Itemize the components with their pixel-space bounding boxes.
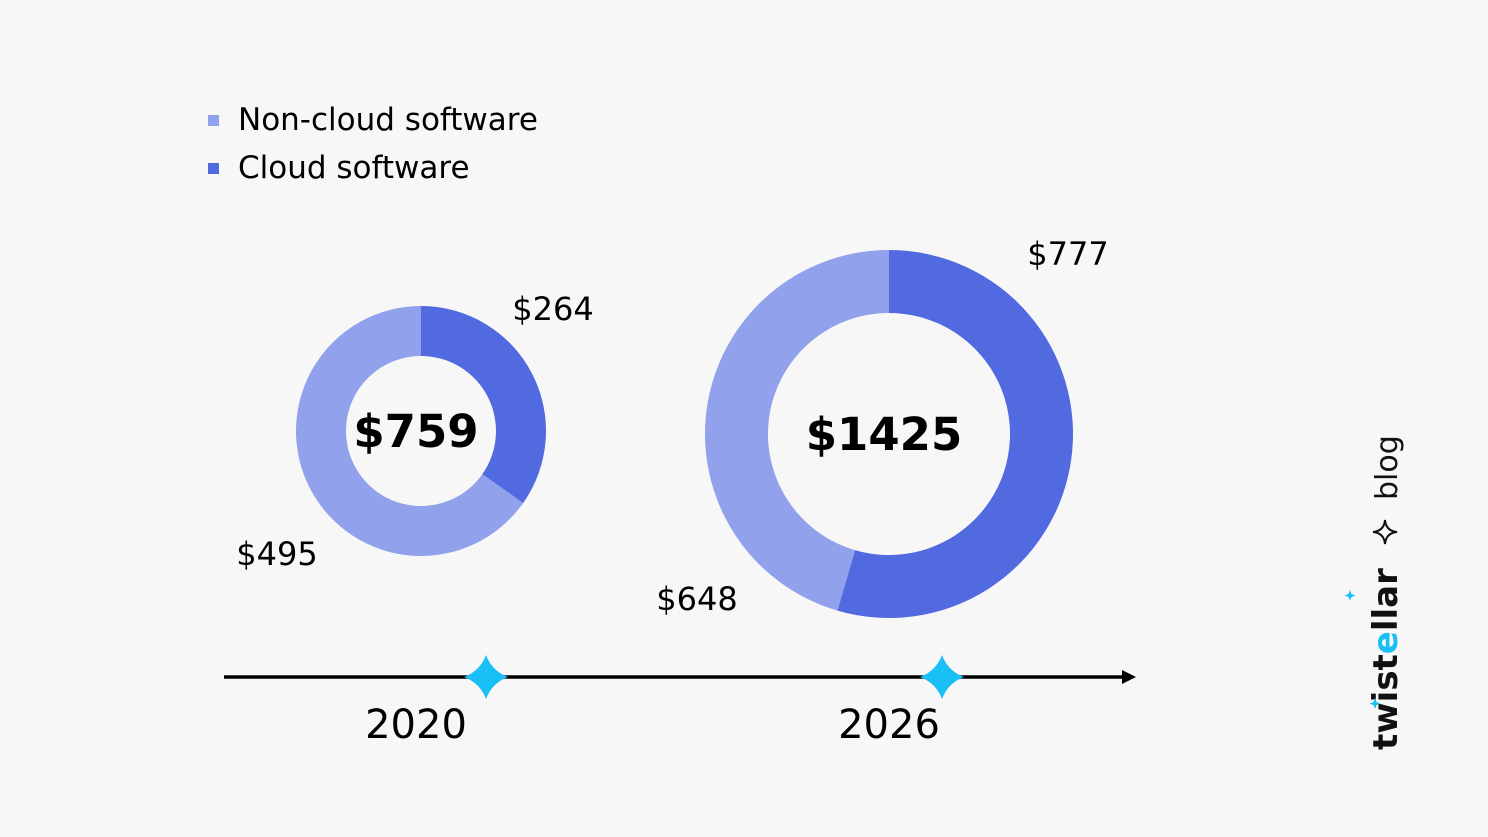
year-label-2026: 2026 — [838, 702, 940, 748]
slice-label-2026-1: $648 — [656, 580, 737, 618]
donut-slice-2020-cloud-software — [421, 306, 546, 504]
year-label-2020: 2020 — [365, 702, 467, 748]
legend-swatch-cloud — [208, 162, 219, 174]
sparkle-icon — [1372, 519, 1398, 545]
sparkle-small-icon — [1344, 590, 1356, 601]
legend-swatch-non-cloud — [208, 114, 219, 126]
legend-label-non-cloud: Non-cloud software — [238, 102, 538, 138]
slice-label-2020-1: $495 — [236, 535, 317, 573]
legend-item-cloud: Cloud software — [208, 144, 538, 192]
donut-slice-2026-non-cloud-software — [705, 250, 889, 611]
total-label-2020: $759 — [353, 405, 478, 458]
twistellar-blog-logo: twistellar blog — [1344, 435, 1406, 750]
timeline-arrow-icon — [1122, 670, 1136, 684]
donut-slice-2026-cloud-software — [837, 250, 1074, 618]
donut-slice-2020-non-cloud-software — [296, 306, 524, 556]
slice-label-2020-0: $264 — [512, 290, 593, 328]
sparkle-small-icon — [1369, 698, 1381, 709]
brand-suffix: blog — [1370, 435, 1405, 500]
legend-label-cloud: Cloud software — [238, 150, 470, 186]
legend-item-non-cloud: Non-cloud software — [208, 96, 538, 144]
timeline-star-icon-2020 — [464, 655, 508, 699]
slice-label-2026-0: $777 — [1027, 235, 1108, 273]
chart-legend: Non-cloud software Cloud software — [208, 96, 538, 192]
donuts-group: $264 $495 $759 $777 $648 $1425 — [236, 235, 1109, 618]
total-label-2026: $1425 — [806, 408, 963, 461]
timeline-star-icon-2026 — [920, 655, 964, 699]
brand-name: twistellar — [1366, 568, 1406, 750]
